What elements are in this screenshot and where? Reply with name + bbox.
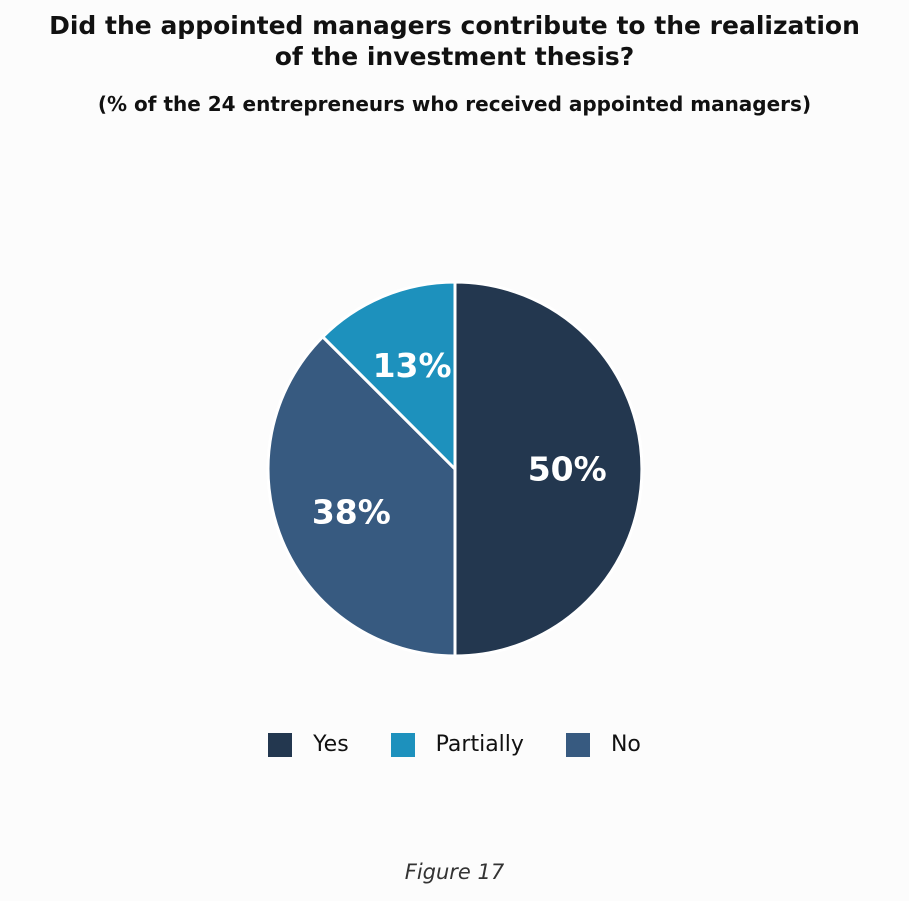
pie-slice-partially — [321, 280, 457, 471]
pie-slice-no — [266, 335, 457, 658]
legend-swatch — [390, 732, 415, 757]
chart-legend: Yes Partially No — [0, 732, 909, 757]
legend-item-yes: Yes — [268, 732, 349, 757]
legend-label: No — [610, 732, 641, 757]
figure-caption: Figure 17 — [404, 860, 505, 884]
pie-label-yes: 50% — [528, 450, 607, 489]
legend-item-no: No — [565, 732, 641, 757]
pie-label-no: 38% — [312, 492, 391, 531]
chart-subtitle: (% of the 24 entrepreneurs who received … — [97, 92, 812, 116]
pie-slice-yes — [453, 280, 644, 658]
legend-swatch — [268, 732, 293, 757]
legend-swatch — [565, 732, 590, 757]
pie-label-partially: 13% — [373, 346, 452, 385]
chart-title: Did the appointed managers contribute to… — [49, 11, 860, 71]
legend-label: Yes — [313, 732, 349, 757]
legend-label: Partially — [435, 732, 524, 757]
pie-chart: 50% 38% 13% — [266, 280, 644, 658]
legend-item-partially: Partially — [390, 732, 524, 757]
